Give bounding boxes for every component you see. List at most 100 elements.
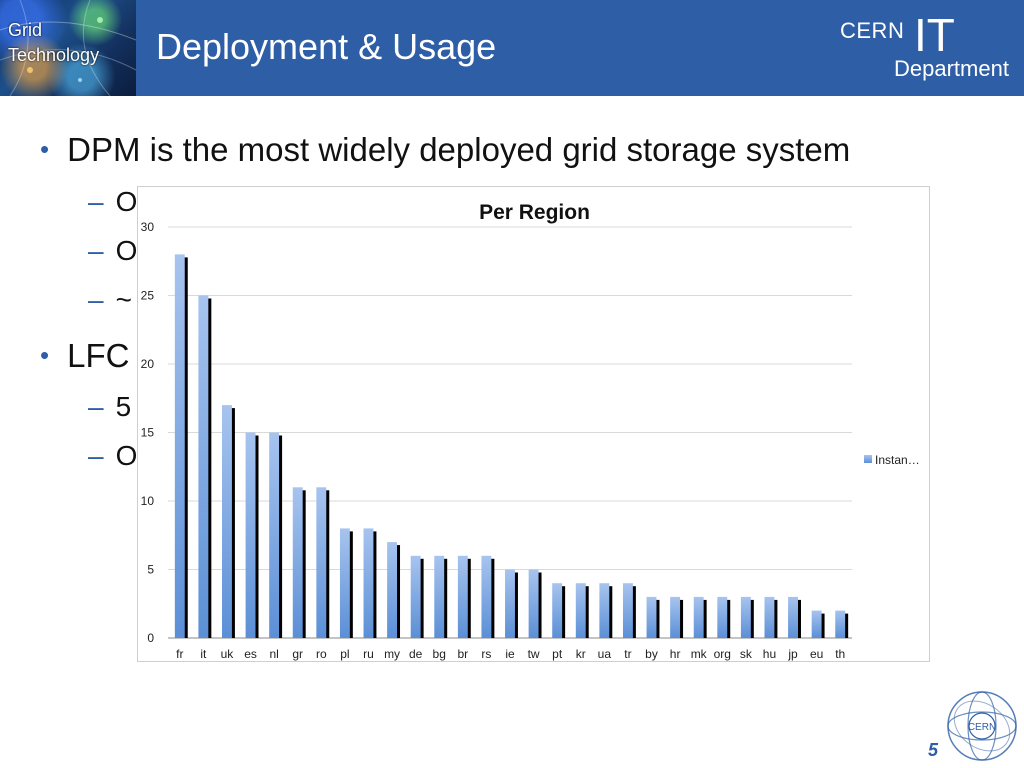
- x-tick-label: kr: [576, 647, 586, 661]
- cern-it-department-logo: CERN IT Department: [816, 10, 1016, 90]
- bar: [646, 596, 657, 638]
- sub-bullet-text: O: [115, 440, 138, 471]
- bar: [269, 432, 280, 638]
- bullet-item: • DPM is the most widely deployed grid st…: [40, 128, 850, 174]
- slide-header: Grid Technology Deployment & Usage CERN …: [0, 0, 1024, 96]
- x-tick-label: gr: [292, 647, 303, 661]
- bar: [740, 596, 751, 638]
- y-tick-label: 20: [141, 357, 155, 371]
- x-tick-label: ro: [316, 647, 327, 661]
- sub-bullet-text: O: [115, 235, 138, 266]
- x-tick-label: ru: [363, 647, 374, 661]
- bullet-text: DPM is the most widely deployed grid sto…: [67, 131, 851, 168]
- sub-bullet-text: ~: [115, 284, 132, 315]
- bar: [622, 583, 633, 638]
- legend-swatch: [864, 455, 872, 463]
- x-tick-label: de: [409, 647, 423, 661]
- bullet-item: • LFC: [40, 334, 129, 380]
- bar: [387, 542, 398, 638]
- bar: [363, 528, 374, 638]
- x-tick-label: rs: [481, 647, 491, 661]
- bar: [222, 405, 232, 638]
- sub-bullet-item: –5: [88, 389, 131, 425]
- dash-icon: –: [88, 391, 104, 422]
- x-tick-label: es: [244, 647, 257, 661]
- sub-bullet-text: 5: [115, 391, 132, 422]
- x-tick-label: sk: [740, 647, 753, 661]
- x-tick-label: ie: [505, 647, 515, 661]
- x-tick-label: by: [645, 647, 658, 661]
- bar: [552, 583, 563, 638]
- brand-it: IT: [914, 9, 955, 61]
- bar: [528, 569, 539, 638]
- svg-text:CERN: CERN: [968, 722, 996, 733]
- bar: [693, 596, 704, 638]
- y-tick-label: 15: [141, 426, 155, 440]
- x-tick-label: tr: [624, 647, 631, 661]
- y-tick-label: 10: [141, 494, 155, 508]
- bar: [599, 583, 610, 638]
- x-tick-label: my: [384, 647, 400, 661]
- dash-icon: –: [88, 284, 104, 315]
- x-tick-label: jp: [787, 647, 798, 661]
- y-tick-label: 0: [147, 631, 154, 645]
- bar-chart-svg: 0 5 10 15 20 25 30 fr it uk es nl gr ro pl ru my de bg br rs…: [141, 220, 920, 661]
- bar: [292, 487, 303, 638]
- x-tick-label: hr: [670, 647, 681, 661]
- x-tick-label: th: [835, 647, 845, 661]
- y-tick-label: 5: [147, 563, 154, 577]
- sub-bullet-item: – O: [88, 184, 137, 220]
- brand-department: Department: [894, 56, 1009, 81]
- bar: [339, 528, 350, 638]
- x-tick-label: br: [457, 647, 468, 661]
- page-number: 5: [927, 740, 938, 760]
- bar: [764, 596, 775, 638]
- bar: [481, 555, 492, 638]
- y-tick-label: 25: [141, 289, 155, 303]
- grid-network-lines: [0, 0, 136, 96]
- x-tick-label: tw: [528, 647, 540, 661]
- bar: [316, 487, 327, 638]
- x-tick-label: pl: [340, 647, 349, 661]
- x-tick-label: pt: [552, 647, 563, 661]
- x-tick-label: eu: [810, 647, 823, 661]
- bar: [717, 596, 728, 638]
- sub-bullet-item: – ~: [88, 282, 132, 318]
- bar: [245, 432, 256, 638]
- x-tick-label: it: [200, 647, 207, 661]
- chart-title: Per Region: [479, 201, 590, 224]
- logo-text-line2: Technology: [8, 45, 100, 65]
- x-tick-label: hu: [763, 647, 776, 661]
- logo-text-line1: Grid: [8, 20, 43, 40]
- dash-icon: –: [88, 235, 104, 266]
- bar: [811, 610, 822, 638]
- bullet-text: LFC: [67, 337, 130, 374]
- x-tick-label: mk: [691, 647, 708, 661]
- x-tick-label: fr: [176, 647, 183, 661]
- brand-cern: CERN: [840, 18, 905, 43]
- dash-icon: –: [88, 440, 104, 471]
- bullet-dot-icon: •: [40, 340, 50, 370]
- x-tick-label: nl: [269, 647, 278, 661]
- bar: [434, 555, 445, 638]
- x-tick-label: org: [714, 647, 731, 661]
- grid-technology-logo: Grid Technology: [0, 0, 136, 96]
- sub-bullet-item: – O: [88, 438, 137, 474]
- legend-label: Instan…: [875, 453, 920, 467]
- bar: [835, 610, 846, 638]
- bar: [575, 583, 586, 638]
- slide-title: Deployment & Usage: [156, 26, 497, 67]
- per-region-chart: Per Region 0 5 10 15 20 25 30 fr it uk es nl gr ro pl r…: [137, 186, 930, 662]
- y-tick-label: 30: [141, 220, 155, 234]
- bar: [198, 295, 209, 638]
- sub-bullet-item: – O: [88, 233, 137, 269]
- x-tick-label: ua: [598, 647, 612, 661]
- x-tick-label: bg: [433, 647, 446, 661]
- cern-seal-logo: CERN: [947, 691, 1017, 761]
- bar: [788, 596, 798, 638]
- bar: [670, 596, 681, 638]
- bullet-dot-icon: •: [40, 134, 50, 164]
- grid-technology-text: Grid Technology: [8, 18, 99, 68]
- dash-icon: –: [88, 186, 104, 217]
